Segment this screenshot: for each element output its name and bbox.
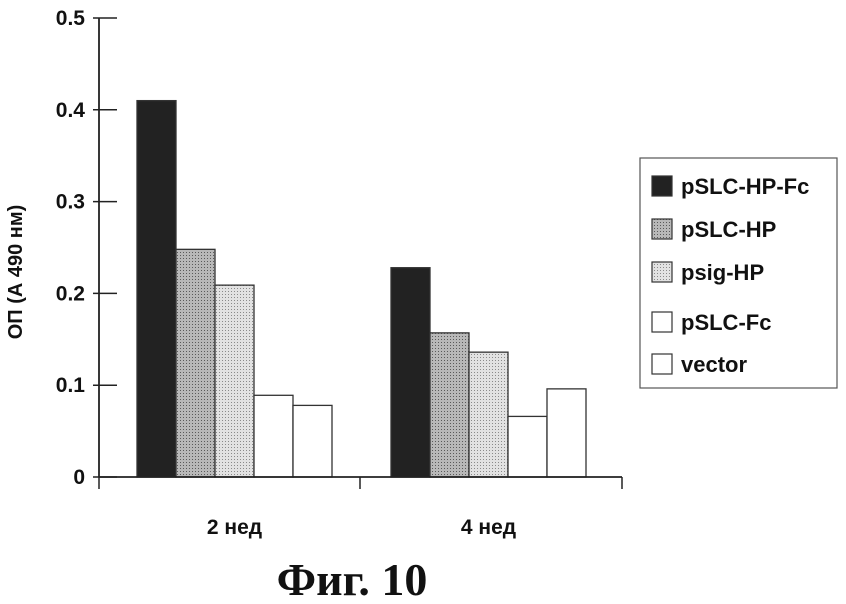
y-tick-label: 0.1: [56, 374, 86, 397]
x-category-label: 4 нед: [461, 516, 516, 539]
x-axis-labels: 2 нед 4 нед: [207, 516, 516, 539]
bar-pslc-fc-1: [254, 395, 293, 477]
bar-vector-1: [293, 405, 332, 477]
y-tick-label: 0.4: [56, 99, 86, 122]
y-tick-label: 0.5: [56, 7, 86, 30]
bar-vector-2: [547, 389, 586, 477]
y-axis: 0 0.1 0.2 0.3 0.4 0.5: [56, 7, 117, 489]
figure-caption: Фиг. 10: [277, 554, 428, 604]
bar-psig-hp-2: [469, 352, 508, 477]
legend-swatch: [652, 354, 672, 374]
bar-pslc-hp-2: [430, 333, 469, 477]
legend: pSLC-HP-Fc pSLC-HP psig-HP pSLC-Fc vector: [640, 158, 837, 388]
y-tick-label: 0.3: [56, 191, 85, 214]
bar-pslc-hp-fc-1: [137, 101, 176, 477]
legend-swatch: [652, 312, 672, 332]
bars: [137, 101, 586, 477]
bar-psig-hp-1: [215, 285, 254, 477]
legend-swatch: [652, 176, 672, 196]
legend-label: psig-HP: [681, 260, 764, 285]
legend-label: pSLC-Fc: [681, 310, 771, 335]
legend-swatch: [652, 219, 672, 239]
legend-swatch: [652, 262, 672, 282]
bar-pslc-hp-fc-2: [391, 268, 430, 477]
bar-pslc-hp-1: [176, 249, 215, 477]
y-axis-label: ОП (А 490 нм): [5, 205, 27, 340]
bar-pslc-fc-2: [508, 416, 547, 477]
y-tick-label: 0.2: [56, 282, 85, 305]
legend-label: pSLC-HP-Fc: [681, 174, 809, 199]
legend-label: vector: [681, 352, 747, 377]
legend-label: pSLC-HP: [681, 217, 776, 242]
y-tick-label: 0: [73, 466, 85, 489]
x-category-label: 2 нед: [207, 516, 262, 539]
